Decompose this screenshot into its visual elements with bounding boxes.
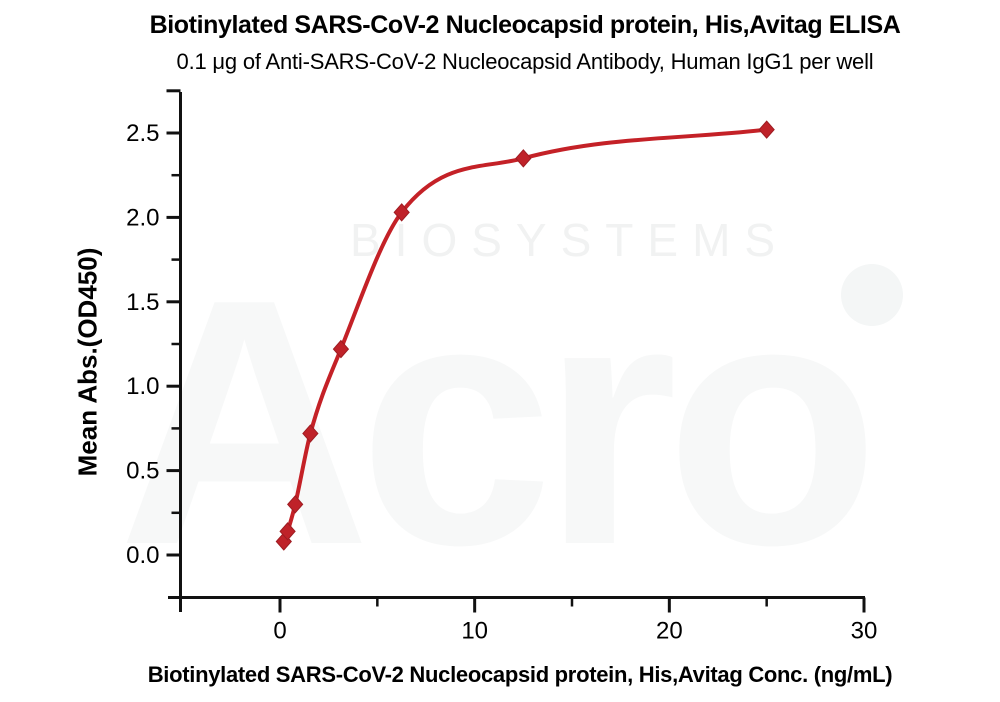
x-tick-label: 0 [273,618,286,645]
data-point-marker [302,424,319,443]
tick-marks [166,89,866,613]
biosystems-watermark: BIOSYSTEMS [350,214,790,266]
data-point-marker [758,120,775,139]
data-point-marker [515,149,532,168]
data-point-marker [332,339,350,359]
y-tick-label: 2.0 [126,204,159,231]
y-tick-label: 0.5 [126,458,159,485]
chart-subtitle: 0.1 μg of Anti-SARS-CoV-2 Nucleocapsid A… [176,49,874,74]
x-tick-label: 10 [461,618,488,645]
x-tick-label: 20 [656,618,683,645]
acro-logo-watermark: Acro [118,227,879,618]
y-axis-title-text: Mean Abs.(OD450) [72,247,103,477]
x-tick-label: 30 [851,618,878,645]
data-point-marker [393,203,410,222]
y-tick-label: 1.5 [126,289,159,316]
chart-title: Biotinylated SARS-CoV-2 Nucleocapsid pro… [149,11,901,39]
x-axis-title: Biotinylated SARS-CoV-2 Nucleocapsid pro… [147,662,893,687]
dose-response-curve [281,127,769,550]
axes [168,92,865,612]
data-point-marker [279,522,296,541]
fit-curve [281,127,769,550]
y-tick-label: 0.0 [126,542,159,569]
tick-labels: 0.0 0.5 1.0 1.5 2.0 2.5 0 10 20 30 [126,120,877,645]
data-points [275,120,775,551]
acro-logo-dot-watermark [841,264,903,326]
y-tick-label: 2.5 [126,120,159,147]
data-point-marker [287,495,304,514]
y-tick-label: 1.0 [126,373,159,400]
